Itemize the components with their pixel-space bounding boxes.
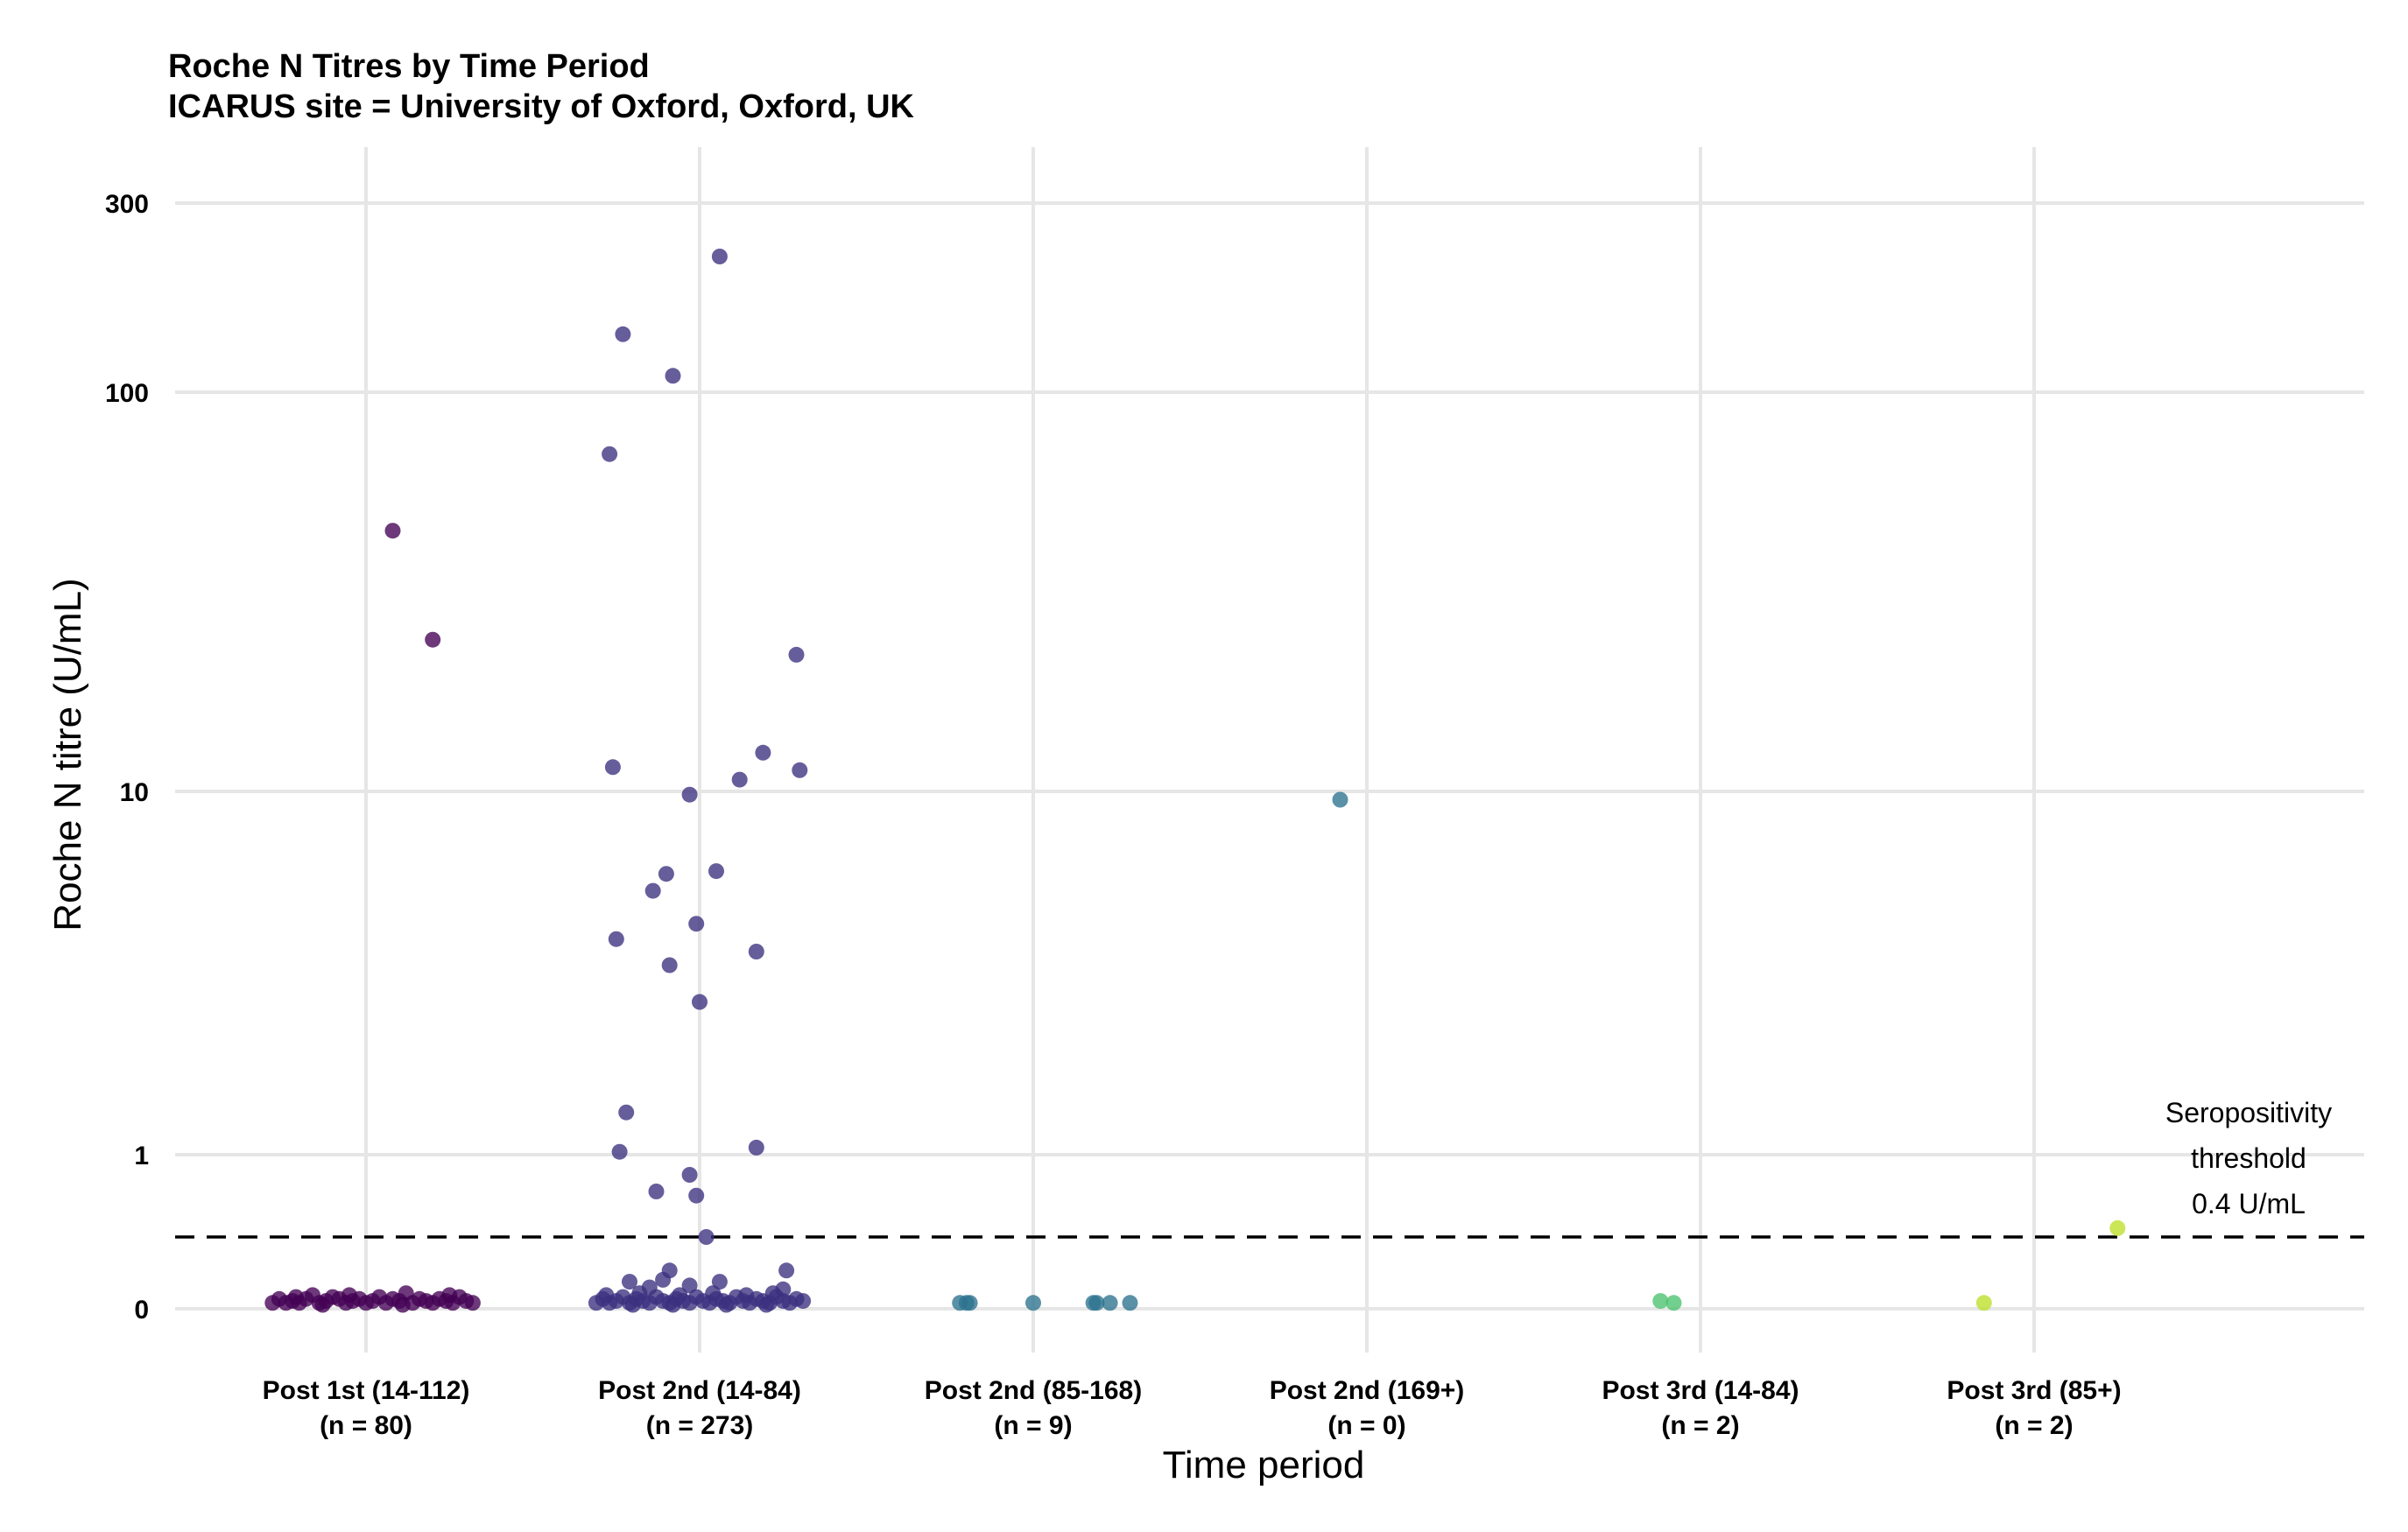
data-point <box>648 1184 665 1199</box>
data-point <box>711 1274 728 1290</box>
data-point <box>314 1297 331 1313</box>
x-tick-label: Post 2nd (169+) <box>1270 1376 1465 1405</box>
data-point <box>1652 1293 1669 1310</box>
data-point <box>611 1143 628 1160</box>
threshold-label-line-1: Seropositivity <box>2165 1097 2332 1128</box>
x-tick-label: Post 3rd (14-84) <box>1602 1376 1799 1405</box>
chart-subtitle: ICARUS site = University of Oxford, Oxfo… <box>168 88 914 125</box>
data-point <box>1975 1295 1992 1311</box>
data-point <box>748 944 764 959</box>
data-point <box>441 1287 458 1304</box>
x-tick-count-label: (n = 0) <box>1327 1411 1405 1440</box>
data-point <box>2109 1219 2126 1236</box>
data-point <box>788 646 805 663</box>
data-point <box>602 446 618 462</box>
x-tick-label: Post 3rd (85+) <box>1947 1376 2121 1405</box>
data-point <box>755 744 771 761</box>
x-tick-count-label: (n = 2) <box>1661 1411 1739 1440</box>
data-points <box>264 249 2126 1313</box>
data-point <box>681 1167 698 1183</box>
data-point <box>661 957 678 973</box>
data-point <box>688 1187 705 1204</box>
x-tick-count-label: (n = 9) <box>994 1411 1072 1440</box>
data-point <box>688 916 705 932</box>
x-tick-count-label: (n = 80) <box>320 1411 412 1440</box>
data-point <box>384 523 401 539</box>
threshold-layer: Seropositivity threshold 0.4 U/mL <box>175 1097 2364 1239</box>
y-tick-label: 100 <box>105 379 149 408</box>
y-tick-label: 300 <box>105 190 149 219</box>
data-point <box>681 1277 698 1294</box>
data-point <box>1088 1295 1105 1311</box>
threshold-label-line-2: threshold <box>2191 1142 2306 1174</box>
data-point <box>288 1289 304 1305</box>
data-point <box>764 1285 781 1302</box>
y-tick-label: 0 <box>134 1296 149 1325</box>
x-tick-labels: Post 1st (14-112) (n = 80) Post 2nd (14-84… <box>263 1376 2122 1440</box>
data-point <box>692 994 708 1010</box>
data-point <box>608 931 624 947</box>
x-tick-label: Post 2nd (85-168) <box>925 1376 1142 1405</box>
threshold-label-line-3: 0.4 U/mL <box>2192 1188 2306 1219</box>
y-tick-labels: 0 1 10 100 300 <box>105 190 149 1325</box>
y-tick-label: 10 <box>120 778 149 807</box>
x-tick-count-label: (n = 273) <box>646 1411 754 1440</box>
data-point <box>464 1295 481 1311</box>
data-point <box>631 1285 648 1302</box>
data-point <box>681 786 698 803</box>
data-point <box>394 1297 411 1313</box>
chart-title: Roche N Titres by Time Period <box>168 48 650 85</box>
data-point <box>778 1262 795 1279</box>
y-axis-title: Roche N titre (U/mL) <box>46 578 89 931</box>
data-point <box>665 368 681 384</box>
data-point <box>1025 1295 1041 1311</box>
y-tick-label: 1 <box>134 1142 149 1170</box>
data-point <box>618 1104 635 1121</box>
data-point <box>665 1297 681 1313</box>
data-point <box>341 1287 357 1304</box>
data-point <box>711 249 728 264</box>
data-point <box>738 1287 755 1304</box>
data-point <box>705 1285 722 1302</box>
data-point <box>748 1139 764 1156</box>
data-point <box>698 1229 715 1245</box>
data-point <box>598 1287 615 1304</box>
data-point <box>655 1271 672 1288</box>
data-point <box>604 759 621 776</box>
data-point <box>758 1297 775 1313</box>
data-point <box>731 771 748 788</box>
data-point <box>658 866 674 882</box>
x-tick-label: Post 2nd (14-84) <box>598 1376 801 1405</box>
data-point <box>624 1297 641 1313</box>
data-point <box>1102 1295 1118 1311</box>
x-tick-count-label: (n = 2) <box>1995 1411 2073 1440</box>
data-point <box>1122 1295 1138 1311</box>
data-point <box>718 1297 735 1313</box>
data-point <box>708 863 724 880</box>
data-point <box>615 326 631 342</box>
x-axis-title: Time period <box>1163 1444 1365 1486</box>
data-point <box>644 882 661 899</box>
data-point <box>1665 1295 1682 1311</box>
data-point <box>795 1293 812 1310</box>
x-tick-label: Post 1st (14-112) <box>263 1376 470 1405</box>
data-point <box>1332 791 1348 808</box>
data-point <box>622 1274 637 1290</box>
data-point <box>961 1295 978 1311</box>
data-point <box>792 762 808 778</box>
grid-lines <box>175 147 2364 1353</box>
data-point <box>425 631 441 648</box>
